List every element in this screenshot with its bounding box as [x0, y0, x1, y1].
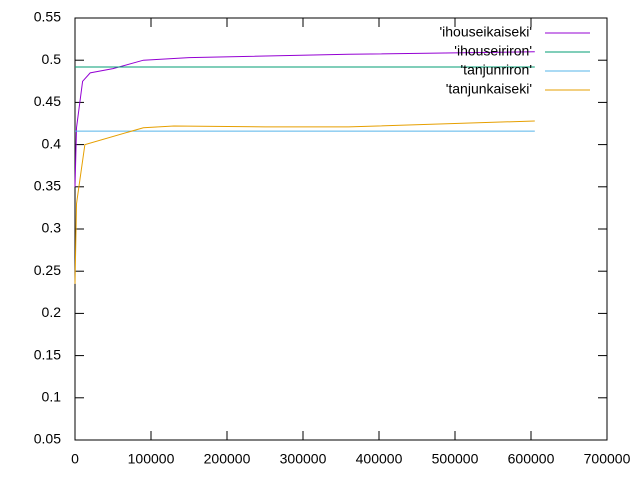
x-tick-label: 700000 [584, 451, 631, 467]
y-tick-label: 0.35 [34, 178, 61, 194]
legend-label: 'tanjunkaiseki' [446, 81, 532, 97]
y-tick-label: 0.3 [42, 220, 62, 236]
y-tick-label: 0.2 [42, 304, 62, 320]
line [74, 120, 535, 284]
x-tick-label: 400000 [356, 451, 403, 467]
x-tick-label: 100000 [128, 451, 175, 467]
x-tick-label: 0 [71, 451, 79, 467]
y-tick-label: 0.5 [42, 51, 62, 67]
x-tick-label: 300000 [280, 451, 327, 467]
y-tick-label: 0.25 [34, 262, 61, 278]
legend-label: 'ihouseikaiseki' [439, 24, 532, 40]
y-tick-label: 0.15 [34, 346, 61, 362]
x-tick-label: 200000 [204, 451, 251, 467]
y-tick-label: 0.55 [34, 9, 61, 25]
legend-label: 'tanjunriron' [461, 62, 533, 78]
y-tick-label: 0.45 [34, 93, 61, 109]
legend-label: 'ihouseiriron' [454, 43, 532, 59]
y-tick-label: 0.1 [42, 389, 62, 405]
line [74, 51, 535, 187]
y-tick-label: 0.4 [42, 135, 62, 151]
x-tick-label: 500000 [432, 451, 479, 467]
y-tick-label: 0.05 [34, 431, 61, 447]
x-tick-label: 600000 [508, 451, 555, 467]
